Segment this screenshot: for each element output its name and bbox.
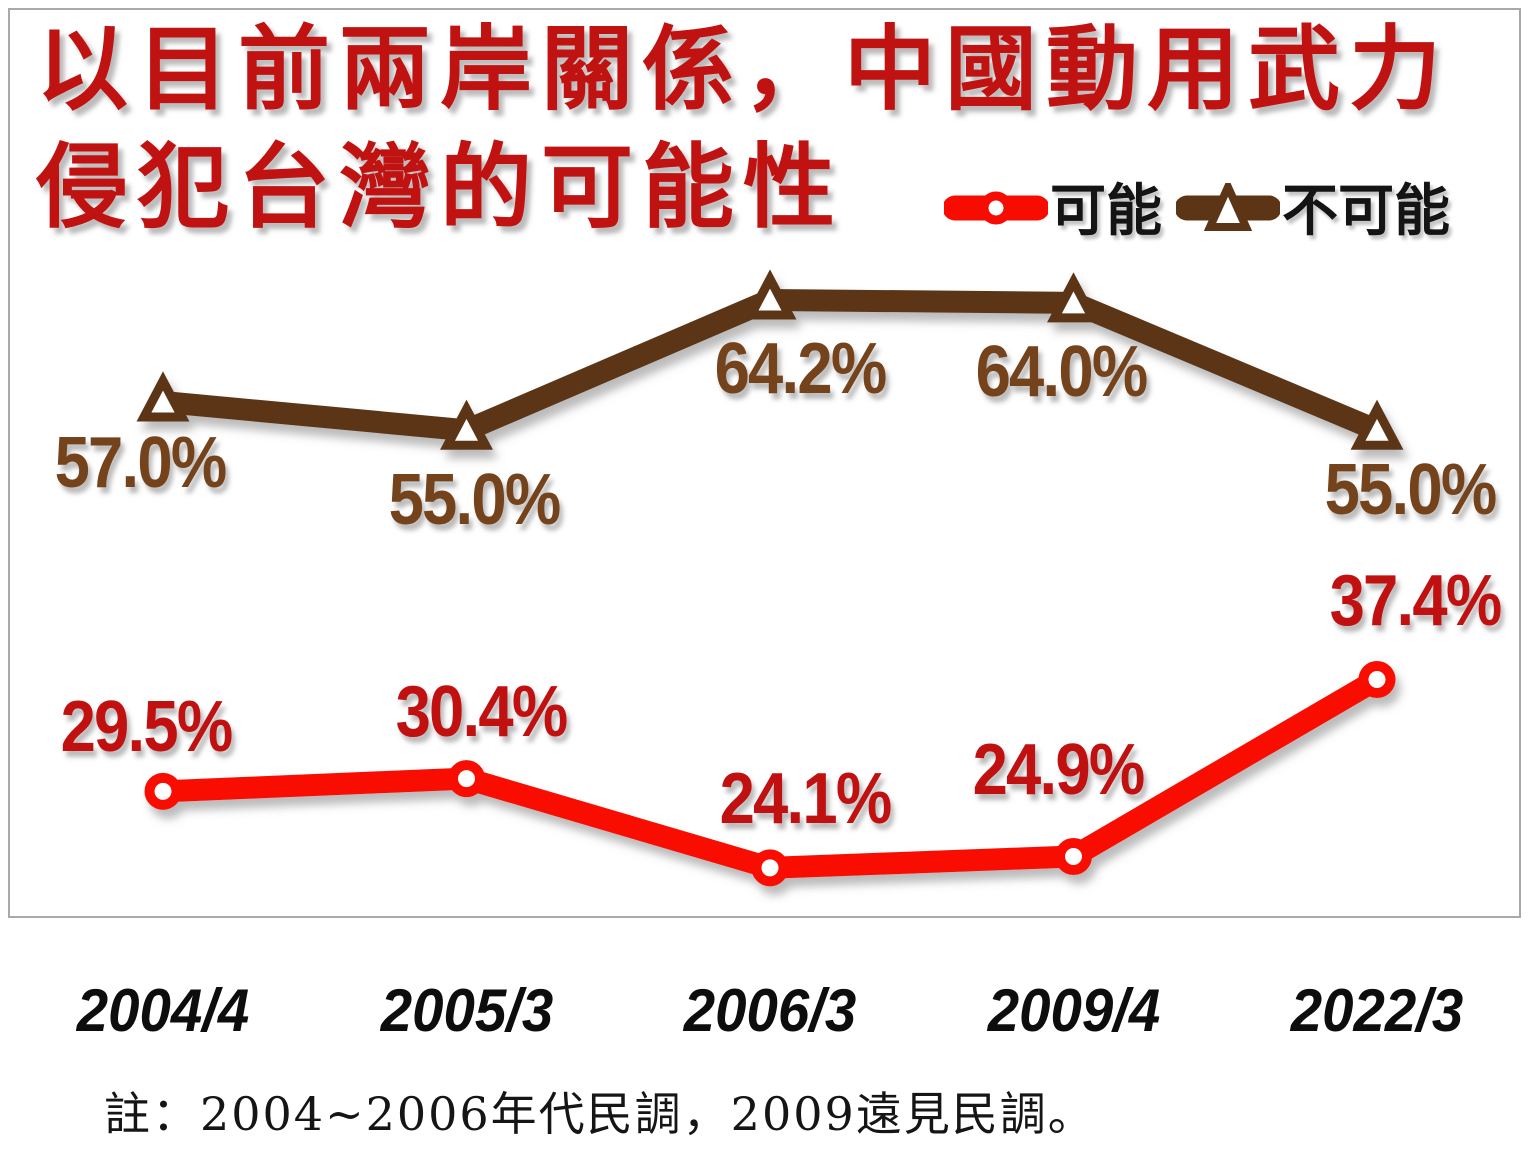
chart-title: 以目前兩岸關係，中國動用武力 侵犯台灣的可能性 xyxy=(36,10,1450,246)
chart-title-line1: 以目前兩岸關係，中國動用武力 xyxy=(36,15,1451,123)
data-label-possible-2: 24.1% xyxy=(719,758,893,839)
circle-marker xyxy=(751,849,789,887)
possible-line-circle-icon xyxy=(944,191,1048,224)
legend-label-not-possible: 不可能 xyxy=(1282,178,1450,244)
x-tick-label-3: 2009/4 xyxy=(987,977,1160,1044)
triangle-marker xyxy=(743,269,797,320)
x-tick-label-0: 2004/4 xyxy=(76,977,250,1044)
data-label-possible-0: 29.5% xyxy=(60,687,234,768)
plot-panel xyxy=(8,8,1521,918)
data-label-possible-1: 30.4% xyxy=(395,671,568,752)
data-label-not-possible-3: 64.0% xyxy=(975,331,1148,412)
circle-marker xyxy=(448,760,485,798)
circle-marker xyxy=(1055,837,1092,875)
data-label-not-possible-0: 57.0% xyxy=(54,422,228,503)
series-line-not-possible xyxy=(136,269,1404,450)
data-label-possible-3: 24.9% xyxy=(972,730,1145,811)
x-tick-label-2: 2006/3 xyxy=(683,977,857,1044)
legend-item-not-possible: 不可能 xyxy=(1176,166,1450,247)
x-tick-label-4: 2022/3 xyxy=(1290,977,1464,1044)
data-label-possible-4: 37.4% xyxy=(1329,561,1503,642)
circle-marker xyxy=(1358,660,1396,698)
triangle-marker xyxy=(136,371,190,422)
legend: 可能 不可能 xyxy=(944,166,1450,247)
data-label-not-possible-1: 55.0% xyxy=(388,460,561,541)
x-tick-label-1: 2005/3 xyxy=(380,977,553,1044)
legend-item-possible: 可能 xyxy=(944,166,1162,247)
data-label-not-possible-4: 55.0% xyxy=(1324,450,1498,531)
legend-label-possible: 可能 xyxy=(1050,178,1162,244)
series-line-possible xyxy=(144,660,1396,887)
triangle-marker xyxy=(1047,272,1100,323)
not-possible-line-triangle-icon xyxy=(1176,182,1280,231)
data-label-not-possible-2: 64.2% xyxy=(714,329,888,409)
triangle-marker xyxy=(1350,399,1404,450)
circle-marker xyxy=(144,772,182,810)
footnote: 註：2004~2006年代民調，2009遠見民調。 xyxy=(104,1087,1096,1141)
chart-title-line2: 侵犯台灣的可能性 xyxy=(36,133,845,241)
triangle-marker xyxy=(440,399,493,450)
